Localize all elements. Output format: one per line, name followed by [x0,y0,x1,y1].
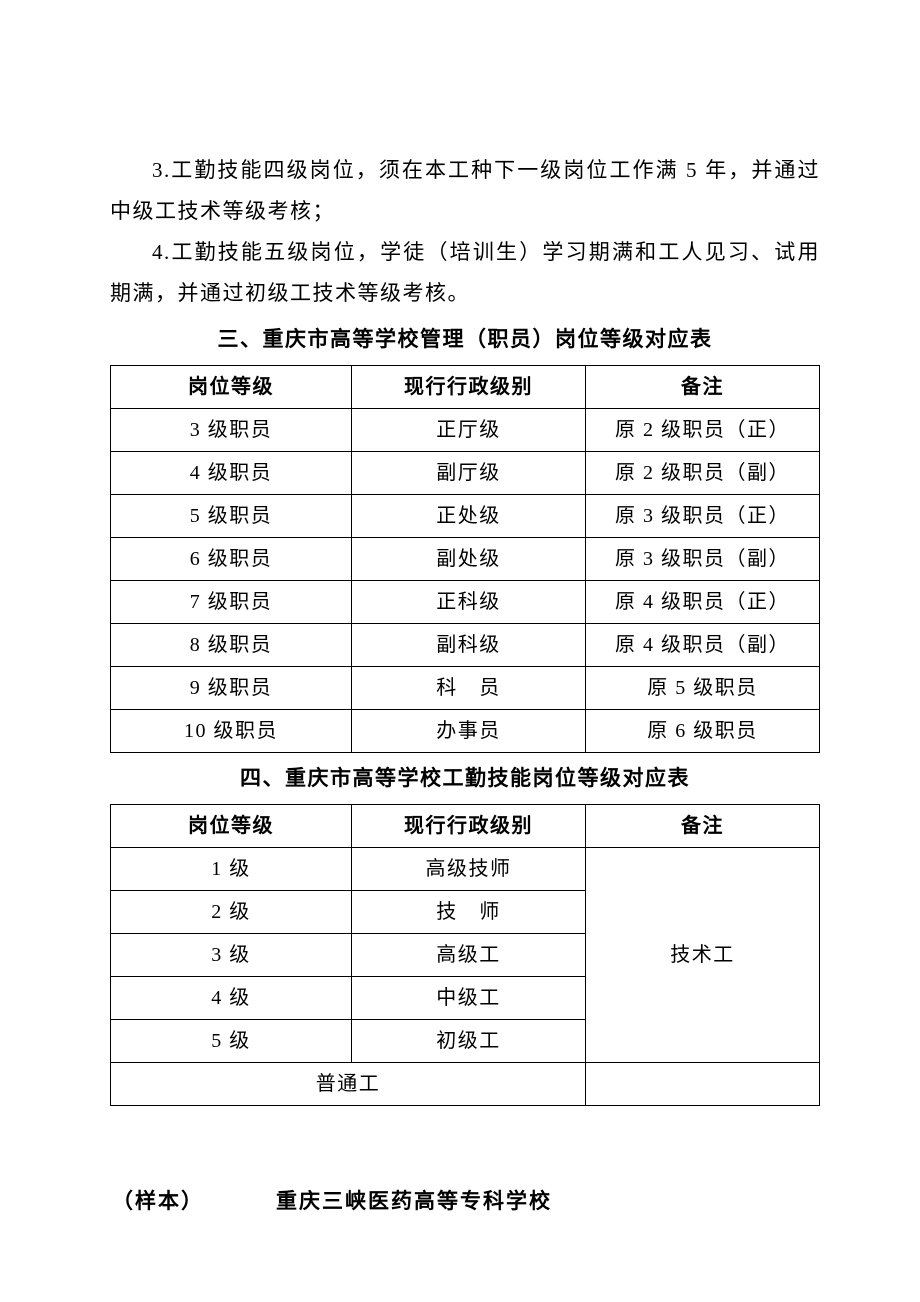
sample-label: （样本） [112,1181,204,1222]
col-header: 岗位等级 [111,804,352,847]
table-row: 7 级职员正科级原 4 级职员（正） [111,580,820,623]
table-row: 3 级职员正厅级原 2 级职员（正） [111,408,820,451]
table-row: 8 级职员副科级原 4 级职员（副） [111,623,820,666]
col-header: 岗位等级 [111,365,352,408]
document-page: 3.工勤技能四级岗位，须在本工种下一级岗位工作满 5 年，并通过中级工技术等级考… [0,0,920,1272]
col-header: 备注 [586,804,820,847]
table-row: 5 级职员正处级原 3 级职员（正） [111,494,820,537]
table1-title: 三、重庆市高等学校管理（职员）岗位等级对应表 [110,320,820,361]
table-row: 6 级职员副处级原 3 级职员（副） [111,537,820,580]
table-header-row: 岗位等级 现行行政级别 备注 [111,804,820,847]
sample-title: 重庆三峡医药高等专科学校 [276,1181,552,1222]
col-header: 备注 [586,365,820,408]
table-row: 9 级职员科 员原 5 级职员 [111,666,820,709]
table-2: 岗位等级 现行行政级别 备注 1 级 高级技师 技术工 2 级技 师 3 级高级… [110,804,820,1106]
merged-cell: 普通工 [111,1062,586,1105]
col-header: 现行行政级别 [352,804,586,847]
paragraph-3: 3.工勤技能四级岗位，须在本工种下一级岗位工作满 5 年，并通过中级工技术等级考… [110,150,820,232]
table2-title: 四、重庆市高等学校工勤技能岗位等级对应表 [110,759,820,800]
merged-cell: 技术工 [586,847,820,1062]
table-header-row: 岗位等级 现行行政级别 备注 [111,365,820,408]
paragraph-4: 4.工勤技能五级岗位，学徒（培训生）学习期满和工人见习、试用期满，并通过初级工技… [110,232,820,314]
table-row: 4 级职员副厅级原 2 级职员（副） [111,451,820,494]
col-header: 现行行政级别 [352,365,586,408]
table-row: 1 级 高级技师 技术工 [111,847,820,890]
table-1: 岗位等级 现行行政级别 备注 3 级职员正厅级原 2 级职员（正） 4 级职员副… [110,365,820,753]
table-row: 10 级职员办事员原 6 级职员 [111,709,820,752]
table-row: 普通工 [111,1062,820,1105]
sample-line: （样本） 重庆三峡医药高等专科学校 [110,1181,820,1222]
